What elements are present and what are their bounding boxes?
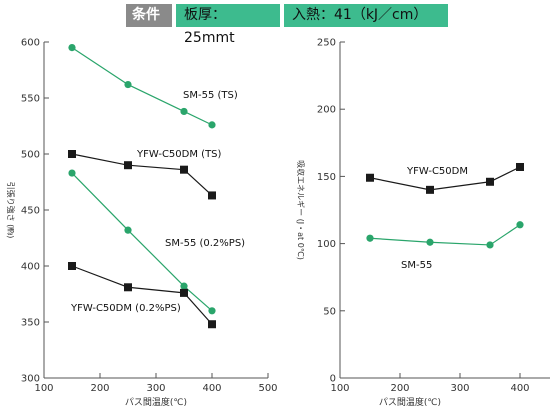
- x-tick-label: 200: [90, 383, 109, 394]
- data-point: [68, 169, 76, 177]
- y-axis-label: 引張り強さ (㎫): [6, 182, 16, 239]
- series-label: SM-55 (0.2%PS): [165, 238, 245, 249]
- y-tick-label: 0: [330, 374, 336, 385]
- x-tick-label: 200: [390, 383, 409, 394]
- plate-thickness-label: 板厚：25mmt: [176, 4, 280, 46]
- y-tick-label: 200: [317, 105, 336, 116]
- heat-input-label: 入熱：41（kJ／cm）: [284, 4, 448, 27]
- data-point: [486, 241, 494, 249]
- series-label: SM-55 (TS): [183, 90, 238, 101]
- y-axis-label: 吸収エネルギー (J・at 0℃): [296, 160, 306, 260]
- series-label: YFW-C50DM (TS): [136, 149, 222, 160]
- data-point: [366, 173, 374, 182]
- data-point: [180, 107, 188, 116]
- x-tick-label: 100: [330, 383, 349, 394]
- chart-panel-2: 0 50 100 150 200 250 100 200 300 400 パス間温度(℃) 吸収エネル…: [296, 38, 550, 408]
- x-axis-label: パス間温度(℃): [379, 396, 441, 408]
- y-tick-label: 150: [317, 172, 336, 183]
- data-point: [180, 165, 188, 174]
- y-tick-label: 250: [317, 38, 336, 49]
- x-tick-label: 100: [34, 383, 53, 394]
- data-point: [180, 288, 188, 297]
- data-point: [516, 221, 524, 229]
- data-point: [208, 307, 216, 315]
- condition-header: 条件 板厚：25mmt 入熱：41（kJ／cm）: [126, 4, 448, 46]
- condition-label: 条件: [126, 4, 172, 27]
- y-tick-label: 100: [317, 239, 336, 250]
- data-point: [366, 234, 374, 242]
- data-point: [486, 177, 494, 186]
- data-point: [208, 121, 216, 129]
- series-line: [71, 172, 213, 312]
- series-line: [71, 265, 213, 325]
- x-tick-label: 500: [258, 383, 277, 394]
- data-point: [68, 44, 76, 52]
- series-label: YFW-C50DM: [406, 166, 468, 177]
- x-tick-label: 400: [202, 383, 221, 394]
- x-tick-label: 300: [450, 383, 469, 394]
- y-tick-label: 600: [21, 38, 40, 49]
- y-tick-label: 400: [21, 262, 40, 273]
- data-point: [208, 320, 216, 329]
- series-line: [71, 153, 213, 196]
- data-point: [426, 238, 434, 246]
- x-tick-label: 300: [146, 383, 165, 394]
- data-point: [208, 191, 216, 200]
- y-tick-label: 450: [21, 206, 40, 217]
- y-tick-label: 350: [21, 318, 40, 329]
- series-line: [71, 47, 213, 126]
- data-point: [124, 161, 132, 170]
- data-point: [124, 226, 132, 234]
- series-label: YFW-C50DM (0.2%PS): [70, 303, 181, 314]
- x-tick-label: 400: [510, 383, 529, 394]
- data-point: [124, 283, 132, 292]
- data-point: [180, 282, 188, 290]
- y-tick-label: 500: [21, 150, 40, 161]
- chart-panel-1: 300 350 400 450 500 550 600 100 200 300 400 500 パス間温…: [6, 38, 278, 409]
- y-tick-label: 50: [323, 306, 336, 317]
- data-point: [124, 80, 132, 89]
- series-line: [369, 224, 521, 246]
- data-point: [68, 150, 76, 158]
- x-axis-label: パス間温度(℃): [125, 396, 187, 408]
- y-tick-label: 300: [21, 374, 40, 385]
- y-tick-label: 550: [21, 94, 40, 105]
- data-point: [68, 262, 76, 270]
- data-point: [516, 162, 524, 171]
- data-point: [426, 185, 434, 194]
- series-line: [369, 166, 521, 191]
- series-label: SM-55: [401, 260, 432, 271]
